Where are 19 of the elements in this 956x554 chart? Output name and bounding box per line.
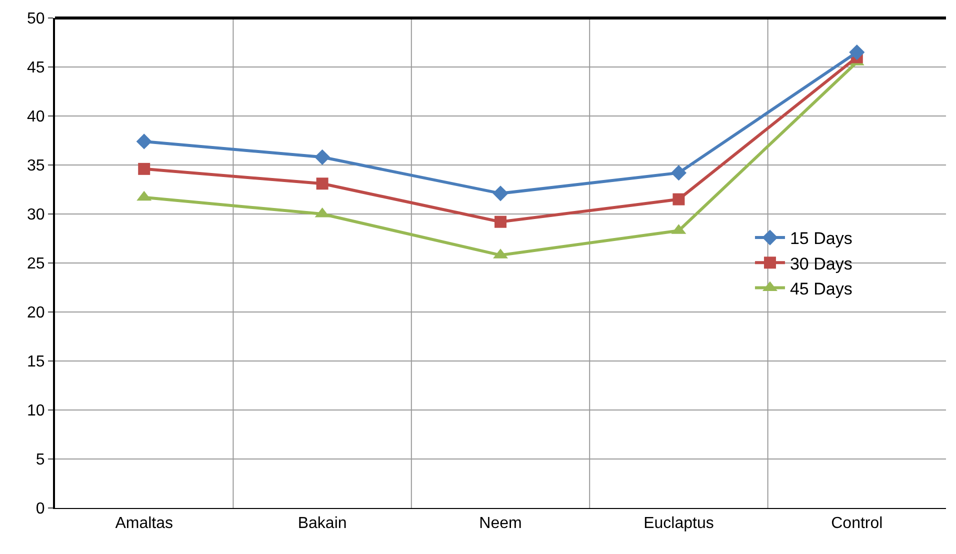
y-tick-label: 40 bbox=[27, 108, 45, 126]
y-tick-label: 20 bbox=[27, 304, 45, 322]
x-tick-label: Amaltas bbox=[115, 515, 173, 532]
y-tick-label: 30 bbox=[27, 206, 45, 224]
y-tick-label: 5 bbox=[36, 452, 45, 469]
legend-label: 45 Days bbox=[790, 279, 852, 298]
x-tick-label: Euclaptus bbox=[644, 515, 714, 532]
x-tick-label: Bakain bbox=[298, 515, 347, 532]
legend-label: 30 Days bbox=[790, 254, 852, 274]
y-tick-label: 25 bbox=[27, 256, 45, 273]
y-tick-label: 35 bbox=[27, 158, 45, 175]
y-tick-label: 0 bbox=[36, 500, 45, 518]
x-tick-label: Neem bbox=[479, 515, 522, 532]
y-tick-label: 15 bbox=[27, 354, 45, 371]
x-tick-label: Control bbox=[831, 515, 883, 532]
y-tick-label: 50 bbox=[27, 10, 45, 28]
y-tick-label: 45 bbox=[27, 60, 45, 77]
legend-label: 15 Days bbox=[790, 229, 852, 248]
y-tick-label: 10 bbox=[27, 402, 45, 420]
